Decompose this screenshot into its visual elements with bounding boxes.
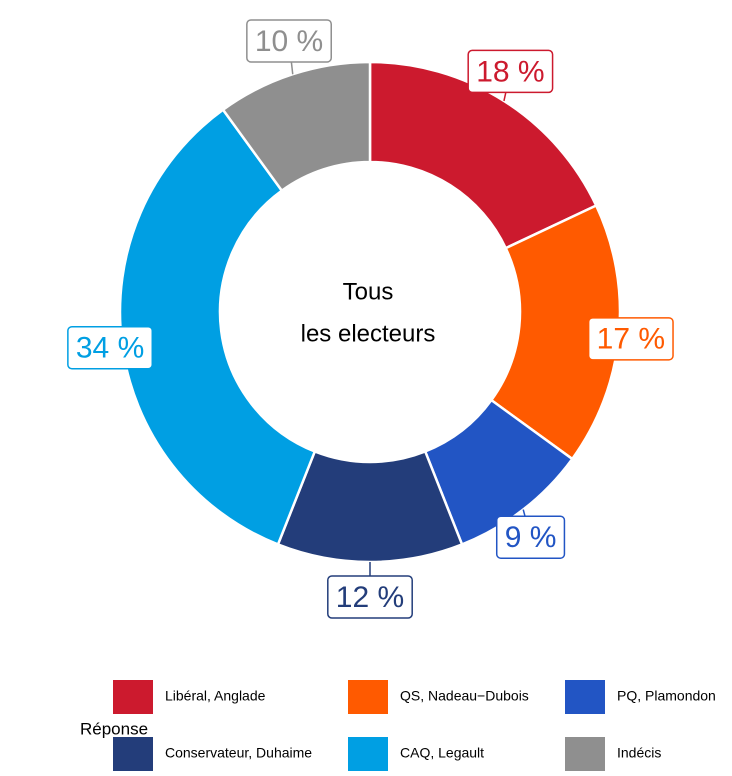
value-label-box — [327, 575, 413, 619]
donut-slice — [368, 60, 598, 250]
legend-swatch — [113, 737, 153, 771]
value-label: 18 % — [476, 55, 544, 88]
legend-title: Réponse — [80, 719, 148, 738]
value-label: 9 % — [505, 521, 557, 554]
legend-swatch — [348, 680, 388, 714]
value-label: 12 % — [336, 581, 404, 614]
donut-slice — [489, 203, 622, 461]
value-label: 17 % — [597, 323, 665, 356]
legend-swatch — [348, 737, 388, 771]
value-label-box — [587, 317, 674, 361]
value-label-box — [67, 325, 154, 370]
value-label: 34 % — [76, 332, 144, 365]
legend-swatch — [565, 680, 605, 714]
legend-label: Conservateur, Duhaime — [165, 745, 312, 761]
donut-slice — [221, 60, 372, 193]
legend-label: CAQ, Legault — [400, 745, 484, 761]
legend-swatch — [565, 737, 605, 771]
legend-label: PQ, Plamondon — [617, 688, 716, 704]
value-label: 10 % — [255, 25, 323, 58]
center-text: les electeurs — [301, 320, 436, 347]
value-label-box — [495, 515, 566, 559]
value-label-box — [467, 49, 554, 94]
legend-label: Indécis — [617, 745, 661, 761]
value-label-box — [246, 19, 332, 63]
legend-swatch — [113, 680, 153, 714]
donut-slice — [118, 107, 317, 547]
legend-label: Libéral, Anglade — [165, 688, 266, 704]
legend-label: QS, Nadeau−Dubois — [400, 688, 529, 704]
center-text: Tous — [343, 278, 394, 305]
